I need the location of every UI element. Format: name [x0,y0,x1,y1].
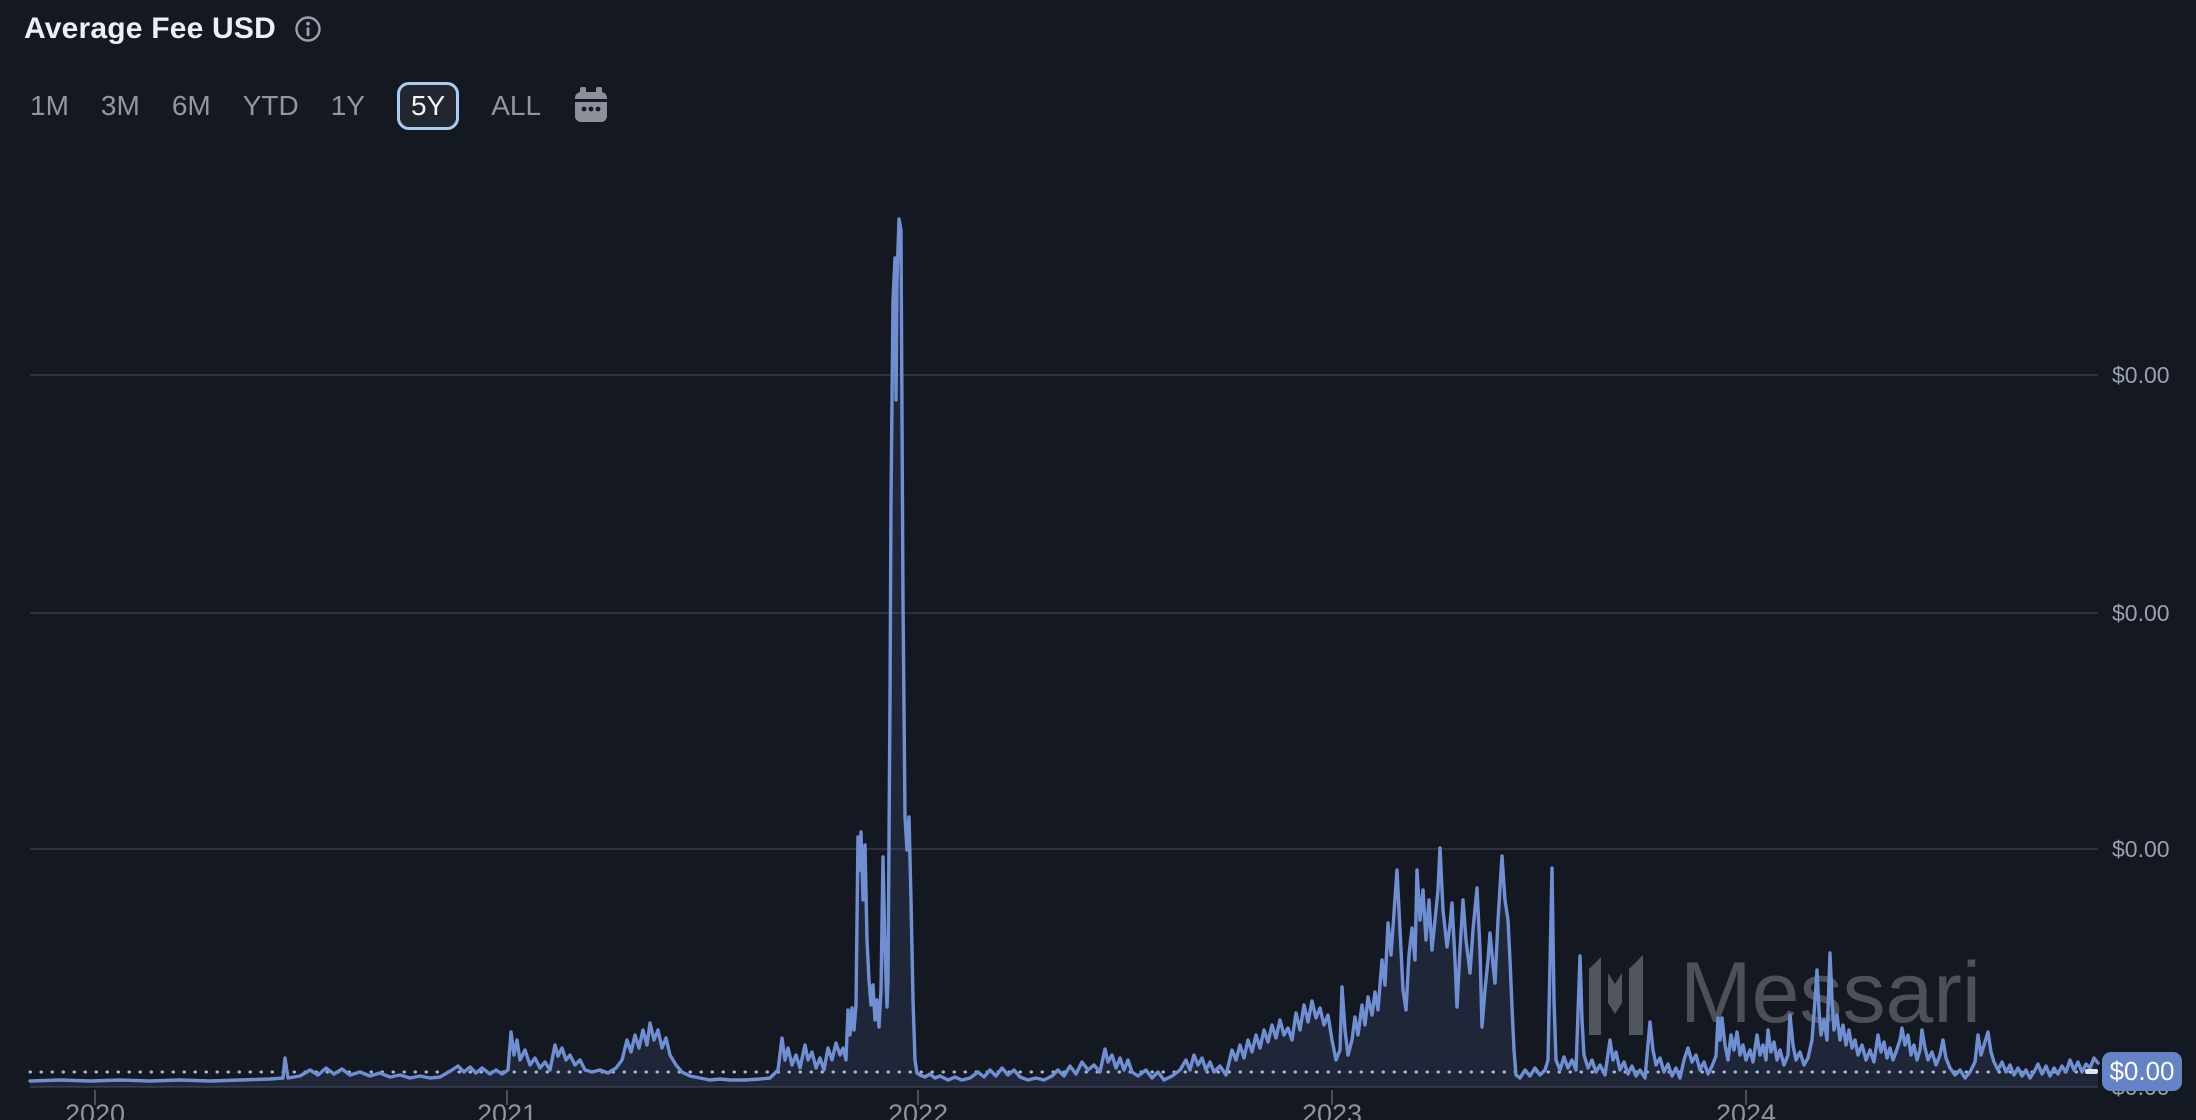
x-axis-label: 2020 [65,1099,125,1120]
range-button-1y[interactable]: 1Y [331,86,365,126]
x-axis-label: 2022 [888,1099,948,1120]
y-axis-label: $0.00 [2112,600,2170,626]
current-value-label: $0.00 [2109,1056,2175,1086]
range-button-3m[interactable]: 3M [101,86,140,126]
range-selector: 1M 3M 6M YTD 1Y 5Y ALL [30,82,609,130]
x-axis-label: 2023 [1302,1099,1362,1120]
current-value-badge: $0.00 [2102,1052,2182,1091]
range-button-all[interactable]: ALL [491,86,541,126]
calendar-button[interactable] [573,85,609,128]
range-button-6m[interactable]: 6M [172,86,211,126]
x-axis-label: 2024 [1716,1099,1776,1120]
x-axis-label: 2021 [477,1099,537,1120]
range-button-1m[interactable]: 1M [30,86,69,126]
chart-header: Average Fee USD [24,12,322,46]
messari-logo-icon [1589,955,1643,1035]
fee-line [28,217,2100,1083]
range-button-ytd[interactable]: YTD [243,86,299,126]
y-axis-label: $0.00 [2112,836,2170,862]
info-icon[interactable] [294,15,322,43]
calendar-icon [575,86,608,122]
range-buttons: 1M 3M 6M YTD 1Y 5Y ALL [30,82,541,130]
badge-connector-dash [2085,1069,2098,1074]
page-title: Average Fee USD [24,12,276,45]
fee-area-fill [30,219,2098,1087]
y-axis-label: $0.00 [2112,362,2170,388]
range-button-5y[interactable]: 5Y [396,82,460,130]
